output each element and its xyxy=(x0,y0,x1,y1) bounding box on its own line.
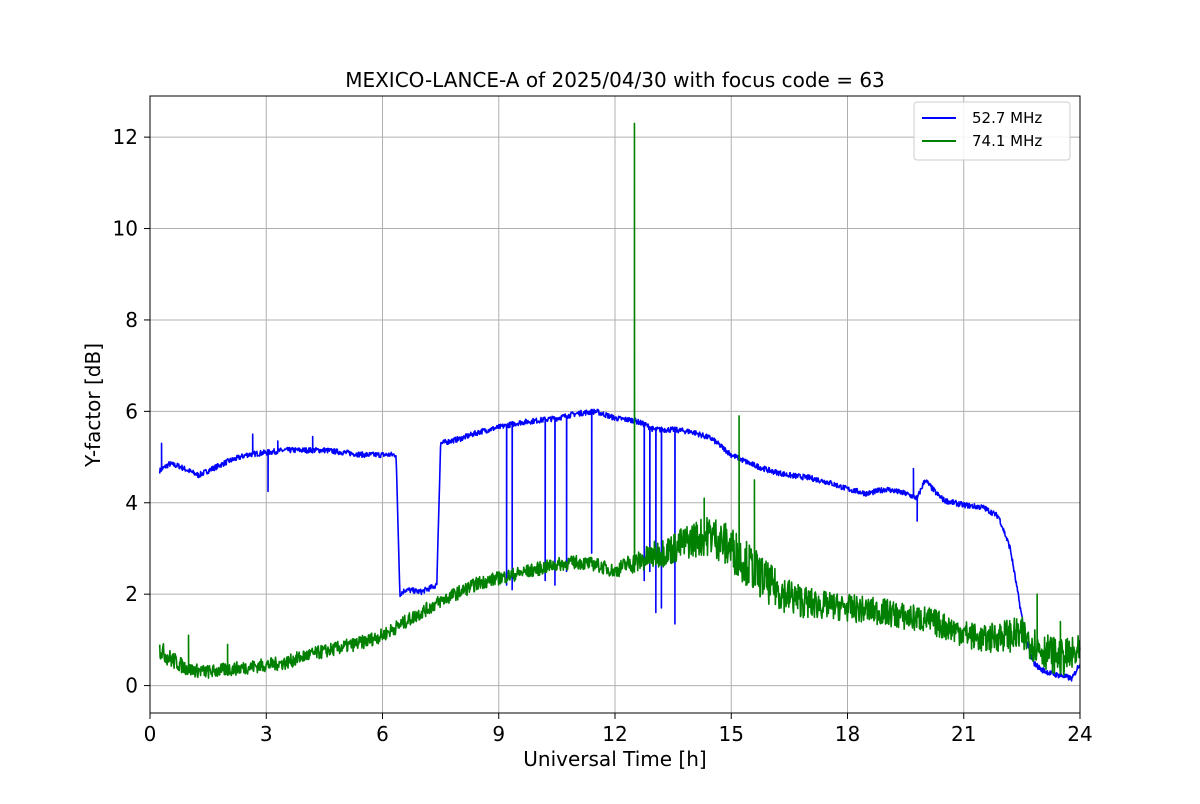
y-tick-label: 6 xyxy=(125,399,138,423)
x-tick-label: 12 xyxy=(602,722,627,746)
y-tick-label: 4 xyxy=(125,491,138,515)
y-axis-label: Y-factor [dB] xyxy=(81,343,105,468)
y-tick-label: 10 xyxy=(113,217,138,241)
x-tick-label: 0 xyxy=(144,722,157,746)
series-line xyxy=(158,122,1081,679)
legend-label: 74.1 MHz xyxy=(972,132,1042,150)
legend-box xyxy=(913,101,1071,161)
x-tick-label: 24 xyxy=(1067,722,1092,746)
legend-label: 52.7 MHz xyxy=(972,109,1042,127)
x-tick-label: 21 xyxy=(951,722,976,746)
y-tick-label: 12 xyxy=(113,125,138,149)
series-line xyxy=(158,408,1081,682)
y-tick-label: 2 xyxy=(125,582,138,606)
x-axis-label: Universal Time [h] xyxy=(523,747,706,771)
x-tick-label: 15 xyxy=(719,722,744,746)
legend: 52.7 MHz 74.1 MHz xyxy=(913,101,1071,161)
x-tick-label: 6 xyxy=(376,722,389,746)
x-tick-label: 18 xyxy=(835,722,860,746)
plot-area xyxy=(158,122,1081,682)
chart-title: MEXICO-LANCE-A of 2025/04/30 with focus … xyxy=(345,68,885,92)
y-tick-label: 8 xyxy=(125,308,138,332)
x-tick-label: 3 xyxy=(260,722,273,746)
y-tick-label: 0 xyxy=(125,674,138,698)
x-tick-label: 9 xyxy=(492,722,505,746)
